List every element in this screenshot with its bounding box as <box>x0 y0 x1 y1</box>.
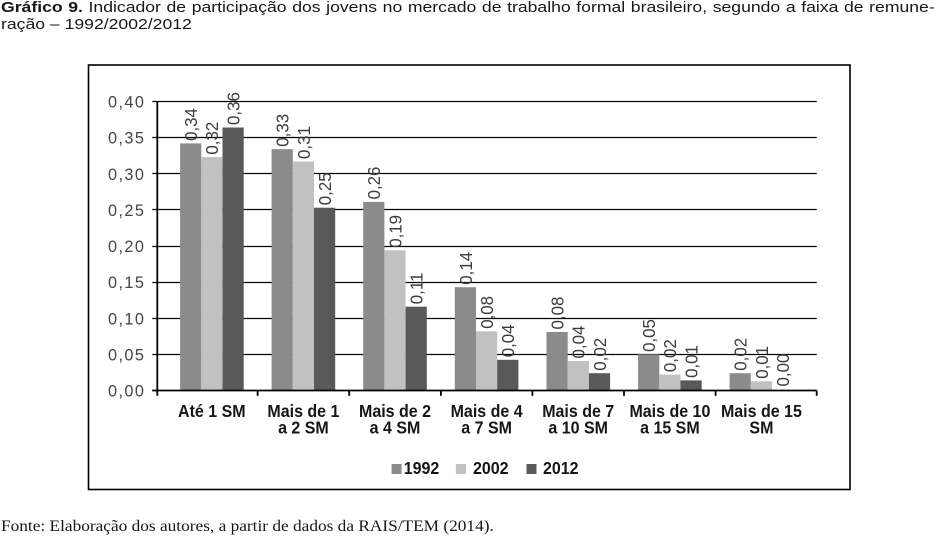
svg-text:a 15 SM: a 15 SM <box>640 418 700 438</box>
svg-text:0,01: 0,01 <box>681 345 701 378</box>
svg-text:0,08: 0,08 <box>477 296 497 329</box>
svg-text:0,04: 0,04 <box>498 324 518 357</box>
svg-text:0,20: 0,20 <box>108 238 145 256</box>
svg-text:2002: 2002 <box>473 459 509 479</box>
svg-text:a 10 SM: a 10 SM <box>548 418 608 438</box>
svg-text:0,02: 0,02 <box>660 339 680 372</box>
svg-text:0,19: 0,19 <box>385 215 405 248</box>
svg-text:0,40: 0,40 <box>108 94 145 112</box>
svg-text:0,00: 0,00 <box>108 383 145 401</box>
svg-text:0,25: 0,25 <box>108 202 145 220</box>
svg-text:Mais de 2: Mais de 2 <box>359 402 431 422</box>
svg-text:0,01: 0,01 <box>752 346 772 379</box>
svg-text:a 4 SM: a 4 SM <box>370 418 421 438</box>
svg-text:Mais de 7: Mais de 7 <box>542 402 614 422</box>
svg-text:0,10: 0,10 <box>108 310 145 328</box>
svg-text:0,02: 0,02 <box>730 338 750 371</box>
svg-text:0,02: 0,02 <box>590 338 610 371</box>
svg-text:0,31: 0,31 <box>294 126 314 159</box>
svg-text:0,15: 0,15 <box>108 274 145 292</box>
svg-text:Mais de 15: Mais de 15 <box>721 402 802 422</box>
svg-text:0,05: 0,05 <box>108 347 145 365</box>
svg-text:a 7 SM: a 7 SM <box>461 418 512 438</box>
svg-text:0,36: 0,36 <box>223 92 243 125</box>
svg-text:Mais de 4: Mais de 4 <box>451 402 524 422</box>
svg-text:0,33: 0,33 <box>272 114 292 147</box>
svg-text:a 2 SM: a 2 SM <box>278 418 329 438</box>
svg-text:2012: 2012 <box>543 459 579 479</box>
svg-text:0,35: 0,35 <box>108 130 145 148</box>
svg-text:1992: 1992 <box>404 459 440 479</box>
svg-text:0,30: 0,30 <box>108 166 145 184</box>
svg-text:0,08: 0,08 <box>547 297 567 330</box>
svg-text:0,11: 0,11 <box>406 273 426 305</box>
svg-text:0,05: 0,05 <box>639 319 659 352</box>
svg-text:0,04: 0,04 <box>568 325 588 358</box>
svg-text:0,00: 0,00 <box>773 354 793 387</box>
svg-text:0,25: 0,25 <box>315 172 335 205</box>
svg-text:SM: SM <box>749 418 773 438</box>
svg-text:0,34: 0,34 <box>181 108 201 141</box>
svg-text:0,14: 0,14 <box>456 251 476 284</box>
svg-text:0,26: 0,26 <box>364 167 384 200</box>
svg-text:Mais de 1: Mais de 1 <box>267 402 339 422</box>
svg-text:0,32: 0,32 <box>202 122 222 155</box>
svg-text:Mais de 10: Mais de 10 <box>629 402 710 422</box>
svg-text:Até 1 SM: Até 1 SM <box>178 402 246 422</box>
